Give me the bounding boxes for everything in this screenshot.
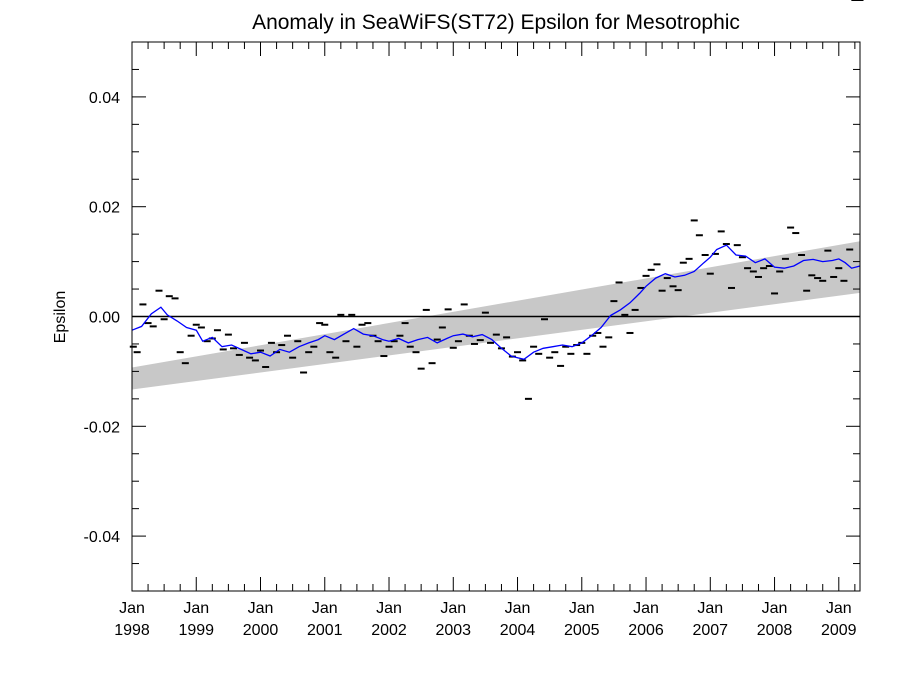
x-tick-month-label: Jan bbox=[826, 600, 852, 617]
x-tick-year-label: 2005 bbox=[564, 622, 600, 639]
y-tick-label: 0.00 bbox=[89, 310, 120, 327]
x-tick-month-label: Jan bbox=[440, 600, 466, 617]
x-tick-month-label: Jan bbox=[119, 600, 145, 617]
x-tick-year-label: 2006 bbox=[628, 622, 664, 639]
chart-title: Anomaly in SeaWiFS(ST72) Epsilon for Mes… bbox=[252, 11, 740, 34]
x-tick-year-label: 2004 bbox=[500, 622, 536, 639]
plot-area: -0.04 -0.02 0.00 0.02 0.04 Jan 1998 Jan 1999 Jan 2… bbox=[84, 0, 864, 639]
x-tick-year-label: 2001 bbox=[307, 622, 343, 639]
x-tick-month-label: Jan bbox=[248, 600, 274, 617]
x-tick-month-label: Jan bbox=[376, 600, 402, 617]
x-tick-month-label: Jan bbox=[569, 600, 595, 617]
x-tick-year-label: 1999 bbox=[178, 622, 214, 639]
x-tick-year-label: 2002 bbox=[371, 622, 407, 639]
x-tick-year-label: 2003 bbox=[435, 622, 471, 639]
x-tick-year-label: 2008 bbox=[757, 622, 793, 639]
x-tick-year-label: 2000 bbox=[243, 622, 279, 639]
x-tick-month-label: Jan bbox=[697, 600, 723, 617]
x-tick-year-label: 2007 bbox=[692, 622, 728, 639]
running-mean-line bbox=[131, 244, 861, 361]
x-tick-year-label: 2009 bbox=[821, 622, 857, 639]
x-tick-month-label: Jan bbox=[312, 600, 338, 617]
trend-band bbox=[132, 241, 860, 390]
x-tick-month-label: Jan bbox=[633, 600, 659, 617]
x-tick-month-label: Jan bbox=[183, 600, 209, 617]
y-axis-label: Epsilon bbox=[52, 291, 69, 343]
y-tick-label: -0.04 bbox=[84, 529, 121, 546]
x-tick-year-label: 1998 bbox=[114, 622, 150, 639]
y-tick-label: -0.02 bbox=[84, 419, 121, 436]
x-tick-month-label: Jan bbox=[505, 600, 531, 617]
x-tick-month-label: Jan bbox=[762, 600, 788, 617]
y-tick-label: 0.02 bbox=[89, 200, 120, 217]
y-tick-label: 0.04 bbox=[89, 90, 120, 107]
